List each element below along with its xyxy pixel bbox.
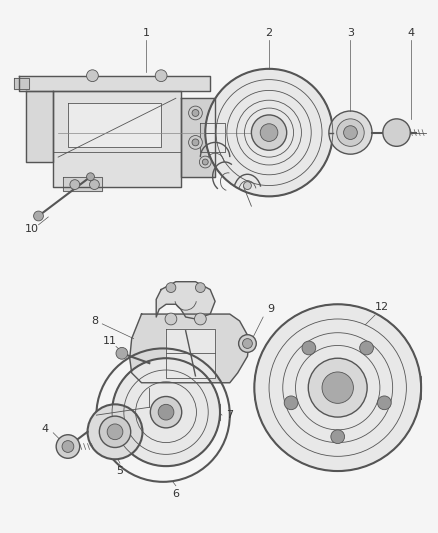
Text: 5: 5	[116, 466, 123, 476]
Circle shape	[359, 341, 373, 355]
Polygon shape	[68, 103, 161, 147]
Circle shape	[191, 139, 198, 146]
Circle shape	[107, 424, 123, 440]
Text: 9: 9	[267, 304, 274, 314]
Circle shape	[202, 159, 208, 165]
Polygon shape	[180, 98, 215, 177]
Circle shape	[205, 69, 332, 196]
Circle shape	[254, 304, 420, 471]
Circle shape	[382, 119, 410, 147]
Text: 1: 1	[143, 28, 149, 37]
Circle shape	[165, 313, 177, 325]
Circle shape	[343, 126, 357, 140]
Text: 8: 8	[91, 316, 98, 326]
Circle shape	[377, 396, 390, 410]
Text: 11: 11	[103, 336, 117, 345]
Circle shape	[56, 435, 80, 458]
Circle shape	[194, 313, 206, 325]
Text: 4: 4	[407, 28, 414, 37]
Circle shape	[70, 180, 80, 190]
Circle shape	[188, 135, 202, 149]
Circle shape	[166, 282, 176, 293]
Circle shape	[99, 416, 131, 448]
Circle shape	[150, 397, 181, 428]
Text: 12: 12	[374, 302, 388, 312]
Circle shape	[251, 115, 286, 150]
Circle shape	[191, 110, 198, 116]
Circle shape	[158, 405, 173, 420]
Text: 6: 6	[172, 489, 179, 498]
Circle shape	[89, 180, 99, 190]
Circle shape	[188, 106, 202, 120]
Text: 2: 2	[265, 28, 272, 37]
Polygon shape	[26, 91, 53, 162]
Polygon shape	[19, 76, 210, 91]
Circle shape	[155, 70, 166, 82]
Text: 3: 3	[346, 28, 353, 37]
Polygon shape	[166, 329, 215, 378]
Circle shape	[62, 441, 74, 453]
Circle shape	[336, 119, 364, 147]
Polygon shape	[130, 314, 249, 383]
Text: 7: 7	[226, 410, 233, 420]
Circle shape	[328, 111, 371, 154]
Circle shape	[238, 335, 256, 352]
Polygon shape	[156, 282, 215, 319]
Circle shape	[243, 182, 251, 190]
Circle shape	[87, 405, 142, 459]
Polygon shape	[53, 91, 180, 187]
Text: 4: 4	[42, 424, 49, 434]
Circle shape	[301, 341, 315, 355]
Polygon shape	[14, 78, 28, 90]
Circle shape	[321, 372, 353, 403]
Circle shape	[307, 358, 366, 417]
Circle shape	[112, 358, 219, 466]
Circle shape	[34, 211, 43, 221]
Circle shape	[199, 156, 211, 168]
Circle shape	[283, 396, 297, 410]
Circle shape	[195, 282, 205, 293]
Circle shape	[260, 124, 277, 141]
Circle shape	[242, 338, 252, 349]
Polygon shape	[200, 123, 224, 152]
Circle shape	[86, 70, 98, 82]
Circle shape	[116, 348, 127, 359]
Circle shape	[86, 173, 94, 181]
Circle shape	[330, 430, 344, 443]
Text: 10: 10	[25, 224, 39, 234]
Polygon shape	[63, 177, 102, 191]
